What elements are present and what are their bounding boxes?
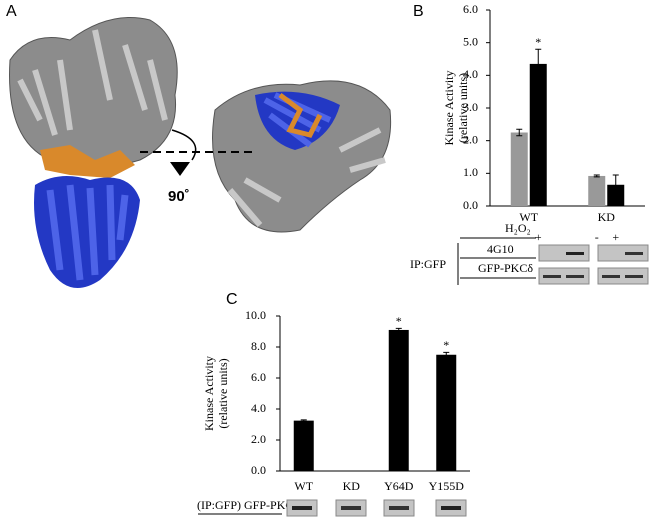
- blots-b: [538, 244, 649, 285]
- error-bar: [516, 128, 523, 137]
- blot-row-label: GFP-PKCδ: [478, 261, 533, 275]
- y-tick-label: 0.0: [463, 198, 478, 212]
- y-tick-label: 4.0: [251, 401, 266, 415]
- y-axis-label: Kinase Activity: [442, 71, 456, 146]
- error-bar: [300, 419, 307, 422]
- y-tick-label: 8.0: [251, 339, 266, 353]
- protein-structure-left: [9, 17, 178, 288]
- bar: [293, 420, 314, 471]
- y-tick-label: 2.0: [251, 432, 266, 446]
- rotation-label: 90˚: [168, 188, 190, 205]
- y-tick-label: 5.0: [463, 34, 478, 48]
- series-label: -: [517, 230, 521, 244]
- blot-ip-label: IP:GFP: [410, 257, 446, 271]
- x-tick-label: Y64D: [384, 479, 414, 493]
- x-tick-label: KD: [598, 210, 616, 224]
- protein-structure-right: [212, 80, 392, 233]
- panel-label: A: [6, 3, 17, 20]
- error-bar: [593, 174, 600, 178]
- panel-label: C: [226, 291, 238, 308]
- y-tick-label: 6.0: [463, 2, 478, 16]
- y-tick-label: 1.0: [463, 165, 478, 179]
- significance-marker: *: [535, 35, 541, 49]
- x-tick-label: WT: [294, 479, 313, 493]
- error-bar: [395, 327, 402, 332]
- y-tick-label: 2.0: [463, 132, 478, 146]
- x-tick-label: WT: [519, 210, 538, 224]
- blots-c: [286, 499, 467, 517]
- x-tick-label: KD: [343, 479, 361, 493]
- blot-treatment-label: H₂O₂: [505, 221, 531, 235]
- rotation-arrow: [171, 129, 197, 161]
- series-label: +: [535, 230, 542, 244]
- bar: [588, 175, 606, 206]
- bar: [388, 329, 409, 471]
- significance-marker: *: [443, 338, 449, 352]
- series-label: +: [612, 230, 619, 244]
- y-tick-label: 10.0: [245, 308, 266, 322]
- error-bar: [443, 351, 450, 358]
- series-label: -: [595, 230, 599, 244]
- rotation-arrowhead: [170, 162, 190, 176]
- blot-label-c: (IP:GFP) GFP-PKCδ: [197, 498, 299, 512]
- error-bar: [535, 48, 542, 80]
- error-bar: [612, 174, 619, 196]
- x-tick-label: Y155D: [429, 479, 465, 493]
- panel-label: B: [413, 3, 424, 20]
- y-axis-label: Kinase Activity: [202, 356, 216, 431]
- bar: [607, 184, 625, 206]
- bar: [510, 132, 528, 206]
- y-tick-label: 6.0: [251, 370, 266, 384]
- y-tick-label: 0.0: [251, 463, 266, 477]
- y-axis-label: (relative units): [456, 73, 470, 143]
- y-axis-label: (relative units): [216, 358, 230, 428]
- significance-marker: *: [396, 314, 402, 328]
- bar: [436, 354, 457, 471]
- y-tick-label: 3.0: [463, 100, 478, 114]
- blot-row-label: 4G10: [487, 242, 514, 256]
- y-tick-label: 4.0: [463, 67, 478, 81]
- bar: [529, 63, 547, 207]
